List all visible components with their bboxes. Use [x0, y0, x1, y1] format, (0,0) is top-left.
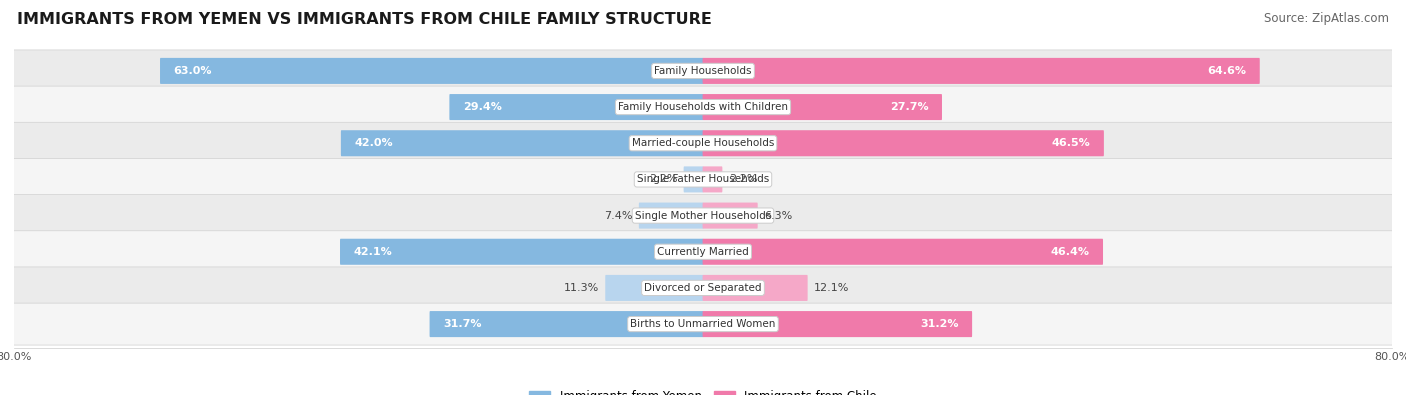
FancyBboxPatch shape — [14, 122, 1392, 164]
Text: 64.6%: 64.6% — [1208, 66, 1246, 76]
Text: 12.1%: 12.1% — [814, 283, 849, 293]
Text: 63.0%: 63.0% — [173, 66, 212, 76]
Text: 42.1%: 42.1% — [353, 247, 392, 257]
Text: 42.0%: 42.0% — [354, 138, 392, 148]
FancyBboxPatch shape — [14, 158, 1392, 200]
FancyBboxPatch shape — [703, 203, 758, 229]
Text: Family Households: Family Households — [654, 66, 752, 76]
Text: 46.5%: 46.5% — [1052, 138, 1091, 148]
FancyBboxPatch shape — [638, 203, 703, 229]
FancyBboxPatch shape — [703, 130, 1104, 156]
FancyBboxPatch shape — [450, 94, 703, 120]
FancyBboxPatch shape — [703, 58, 1260, 84]
Text: Married-couple Households: Married-couple Households — [631, 138, 775, 148]
Text: 29.4%: 29.4% — [463, 102, 502, 112]
FancyBboxPatch shape — [14, 303, 1392, 345]
Legend: Immigrants from Yemen, Immigrants from Chile: Immigrants from Yemen, Immigrants from C… — [524, 385, 882, 395]
Text: 6.3%: 6.3% — [763, 211, 793, 220]
Text: 2.2%: 2.2% — [728, 175, 758, 184]
Text: Births to Unmarried Women: Births to Unmarried Women — [630, 319, 776, 329]
FancyBboxPatch shape — [703, 239, 1104, 265]
Text: Family Households with Children: Family Households with Children — [619, 102, 787, 112]
Text: 31.2%: 31.2% — [921, 319, 959, 329]
FancyBboxPatch shape — [14, 267, 1392, 309]
FancyBboxPatch shape — [14, 231, 1392, 273]
FancyBboxPatch shape — [683, 166, 703, 192]
FancyBboxPatch shape — [14, 86, 1392, 128]
FancyBboxPatch shape — [160, 58, 703, 84]
FancyBboxPatch shape — [703, 94, 942, 120]
FancyBboxPatch shape — [14, 50, 1392, 92]
FancyBboxPatch shape — [703, 166, 723, 192]
FancyBboxPatch shape — [14, 195, 1392, 237]
Text: Currently Married: Currently Married — [657, 247, 749, 257]
Text: 11.3%: 11.3% — [564, 283, 599, 293]
Text: 7.4%: 7.4% — [605, 211, 633, 220]
Text: Single Father Households: Single Father Households — [637, 175, 769, 184]
Text: Divorced or Separated: Divorced or Separated — [644, 283, 762, 293]
Text: Single Mother Households: Single Mother Households — [636, 211, 770, 220]
FancyBboxPatch shape — [703, 275, 807, 301]
FancyBboxPatch shape — [605, 275, 703, 301]
FancyBboxPatch shape — [340, 130, 703, 156]
Text: 2.2%: 2.2% — [648, 175, 678, 184]
Text: 27.7%: 27.7% — [890, 102, 928, 112]
FancyBboxPatch shape — [430, 311, 703, 337]
Text: 46.4%: 46.4% — [1050, 247, 1090, 257]
Text: IMMIGRANTS FROM YEMEN VS IMMIGRANTS FROM CHILE FAMILY STRUCTURE: IMMIGRANTS FROM YEMEN VS IMMIGRANTS FROM… — [17, 12, 711, 27]
Text: Source: ZipAtlas.com: Source: ZipAtlas.com — [1264, 12, 1389, 25]
Text: 31.7%: 31.7% — [443, 319, 481, 329]
FancyBboxPatch shape — [703, 311, 972, 337]
FancyBboxPatch shape — [340, 239, 703, 265]
